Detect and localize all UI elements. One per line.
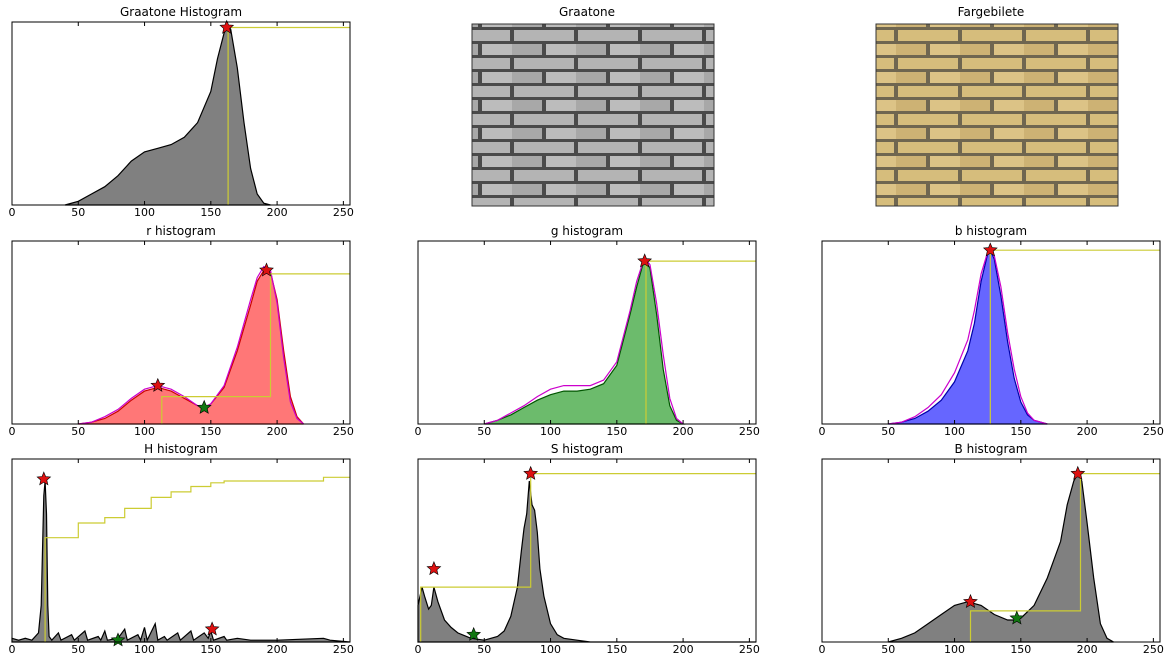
- histogram-line: [45, 477, 350, 642]
- x-tick-label: 50: [881, 643, 895, 656]
- x-tick-label: 100: [540, 425, 561, 438]
- x-tick-label: 50: [477, 425, 491, 438]
- x-tick-label: 250: [333, 643, 354, 656]
- x-tick-label: 200: [267, 425, 288, 438]
- panel-title: Fargebilete: [958, 5, 1025, 19]
- x-tick-label: 100: [540, 643, 561, 656]
- x-tick-label: 50: [881, 425, 895, 438]
- histogram-area: [65, 26, 271, 205]
- x-tick-label: 150: [606, 643, 627, 656]
- histogram-area: [888, 474, 1113, 642]
- figure: Graatone Histogram 0 50 100 150 200 250 Graaton…: [0, 0, 1168, 657]
- x-tick-label: 150: [606, 425, 627, 438]
- axes-frame: [418, 459, 756, 642]
- x-tick-label: 250: [333, 425, 354, 438]
- panel-title: B histogram: [955, 442, 1028, 456]
- x-tick-label: 0: [415, 643, 422, 656]
- x-tick-label: 0: [819, 425, 826, 438]
- x-tick-label: 250: [1143, 425, 1164, 438]
- x-tick-label: 250: [1143, 643, 1164, 656]
- x-tick-label: 0: [9, 643, 16, 656]
- panel-title: H histogram: [144, 442, 218, 456]
- x-tick-label: 200: [673, 643, 694, 656]
- x-tick-label: 250: [333, 206, 354, 219]
- panel-title: Graatone: [559, 5, 615, 19]
- page: {"chart_data": [ {"type": "area", "title…: [0, 0, 1168, 657]
- histogram-line: [421, 474, 756, 642]
- x-tick-label: 100: [134, 425, 155, 438]
- x-tick-label: 100: [944, 643, 965, 656]
- brick-image: [876, 24, 1118, 206]
- x-tick-label: 150: [200, 643, 221, 656]
- x-tick-label: 0: [415, 425, 422, 438]
- x-tick-label: 200: [1077, 425, 1098, 438]
- x-tick-label: 50: [477, 643, 491, 656]
- histogram-area: [12, 481, 350, 642]
- x-tick-label: 200: [673, 425, 694, 438]
- x-tick-label: 0: [9, 206, 16, 219]
- x-tick-label: 150: [200, 425, 221, 438]
- panel-title: r histogram: [146, 224, 216, 238]
- panel-title: S histogram: [551, 442, 623, 456]
- x-tick-label: 100: [944, 425, 965, 438]
- x-tick-label: 150: [1010, 425, 1031, 438]
- x-tick-label: 150: [1010, 643, 1031, 656]
- x-tick-label: 250: [739, 425, 760, 438]
- brick-image: [472, 24, 714, 206]
- x-tick-label: 0: [9, 425, 16, 438]
- panel-title: g histogram: [551, 224, 623, 238]
- x-tick-label: 50: [71, 425, 85, 438]
- panel-title: Graatone Histogram: [120, 5, 242, 19]
- x-tick-label: 150: [200, 206, 221, 219]
- x-tick-label: 250: [739, 643, 760, 656]
- x-tick-label: 200: [1077, 643, 1098, 656]
- panel-title: b histogram: [955, 224, 1027, 238]
- peak-marker: [206, 622, 219, 635]
- x-tick-label: 50: [71, 643, 85, 656]
- x-tick-label: 100: [134, 643, 155, 656]
- x-tick-label: 200: [267, 643, 288, 656]
- peak-marker: [37, 472, 50, 485]
- x-tick-label: 0: [819, 643, 826, 656]
- x-tick-label: 50: [71, 206, 85, 219]
- x-tick-label: 100: [134, 206, 155, 219]
- axes-frame: [12, 459, 350, 642]
- x-tick-label: 200: [267, 206, 288, 219]
- histogram-area: [418, 481, 756, 642]
- peak-marker: [427, 562, 440, 575]
